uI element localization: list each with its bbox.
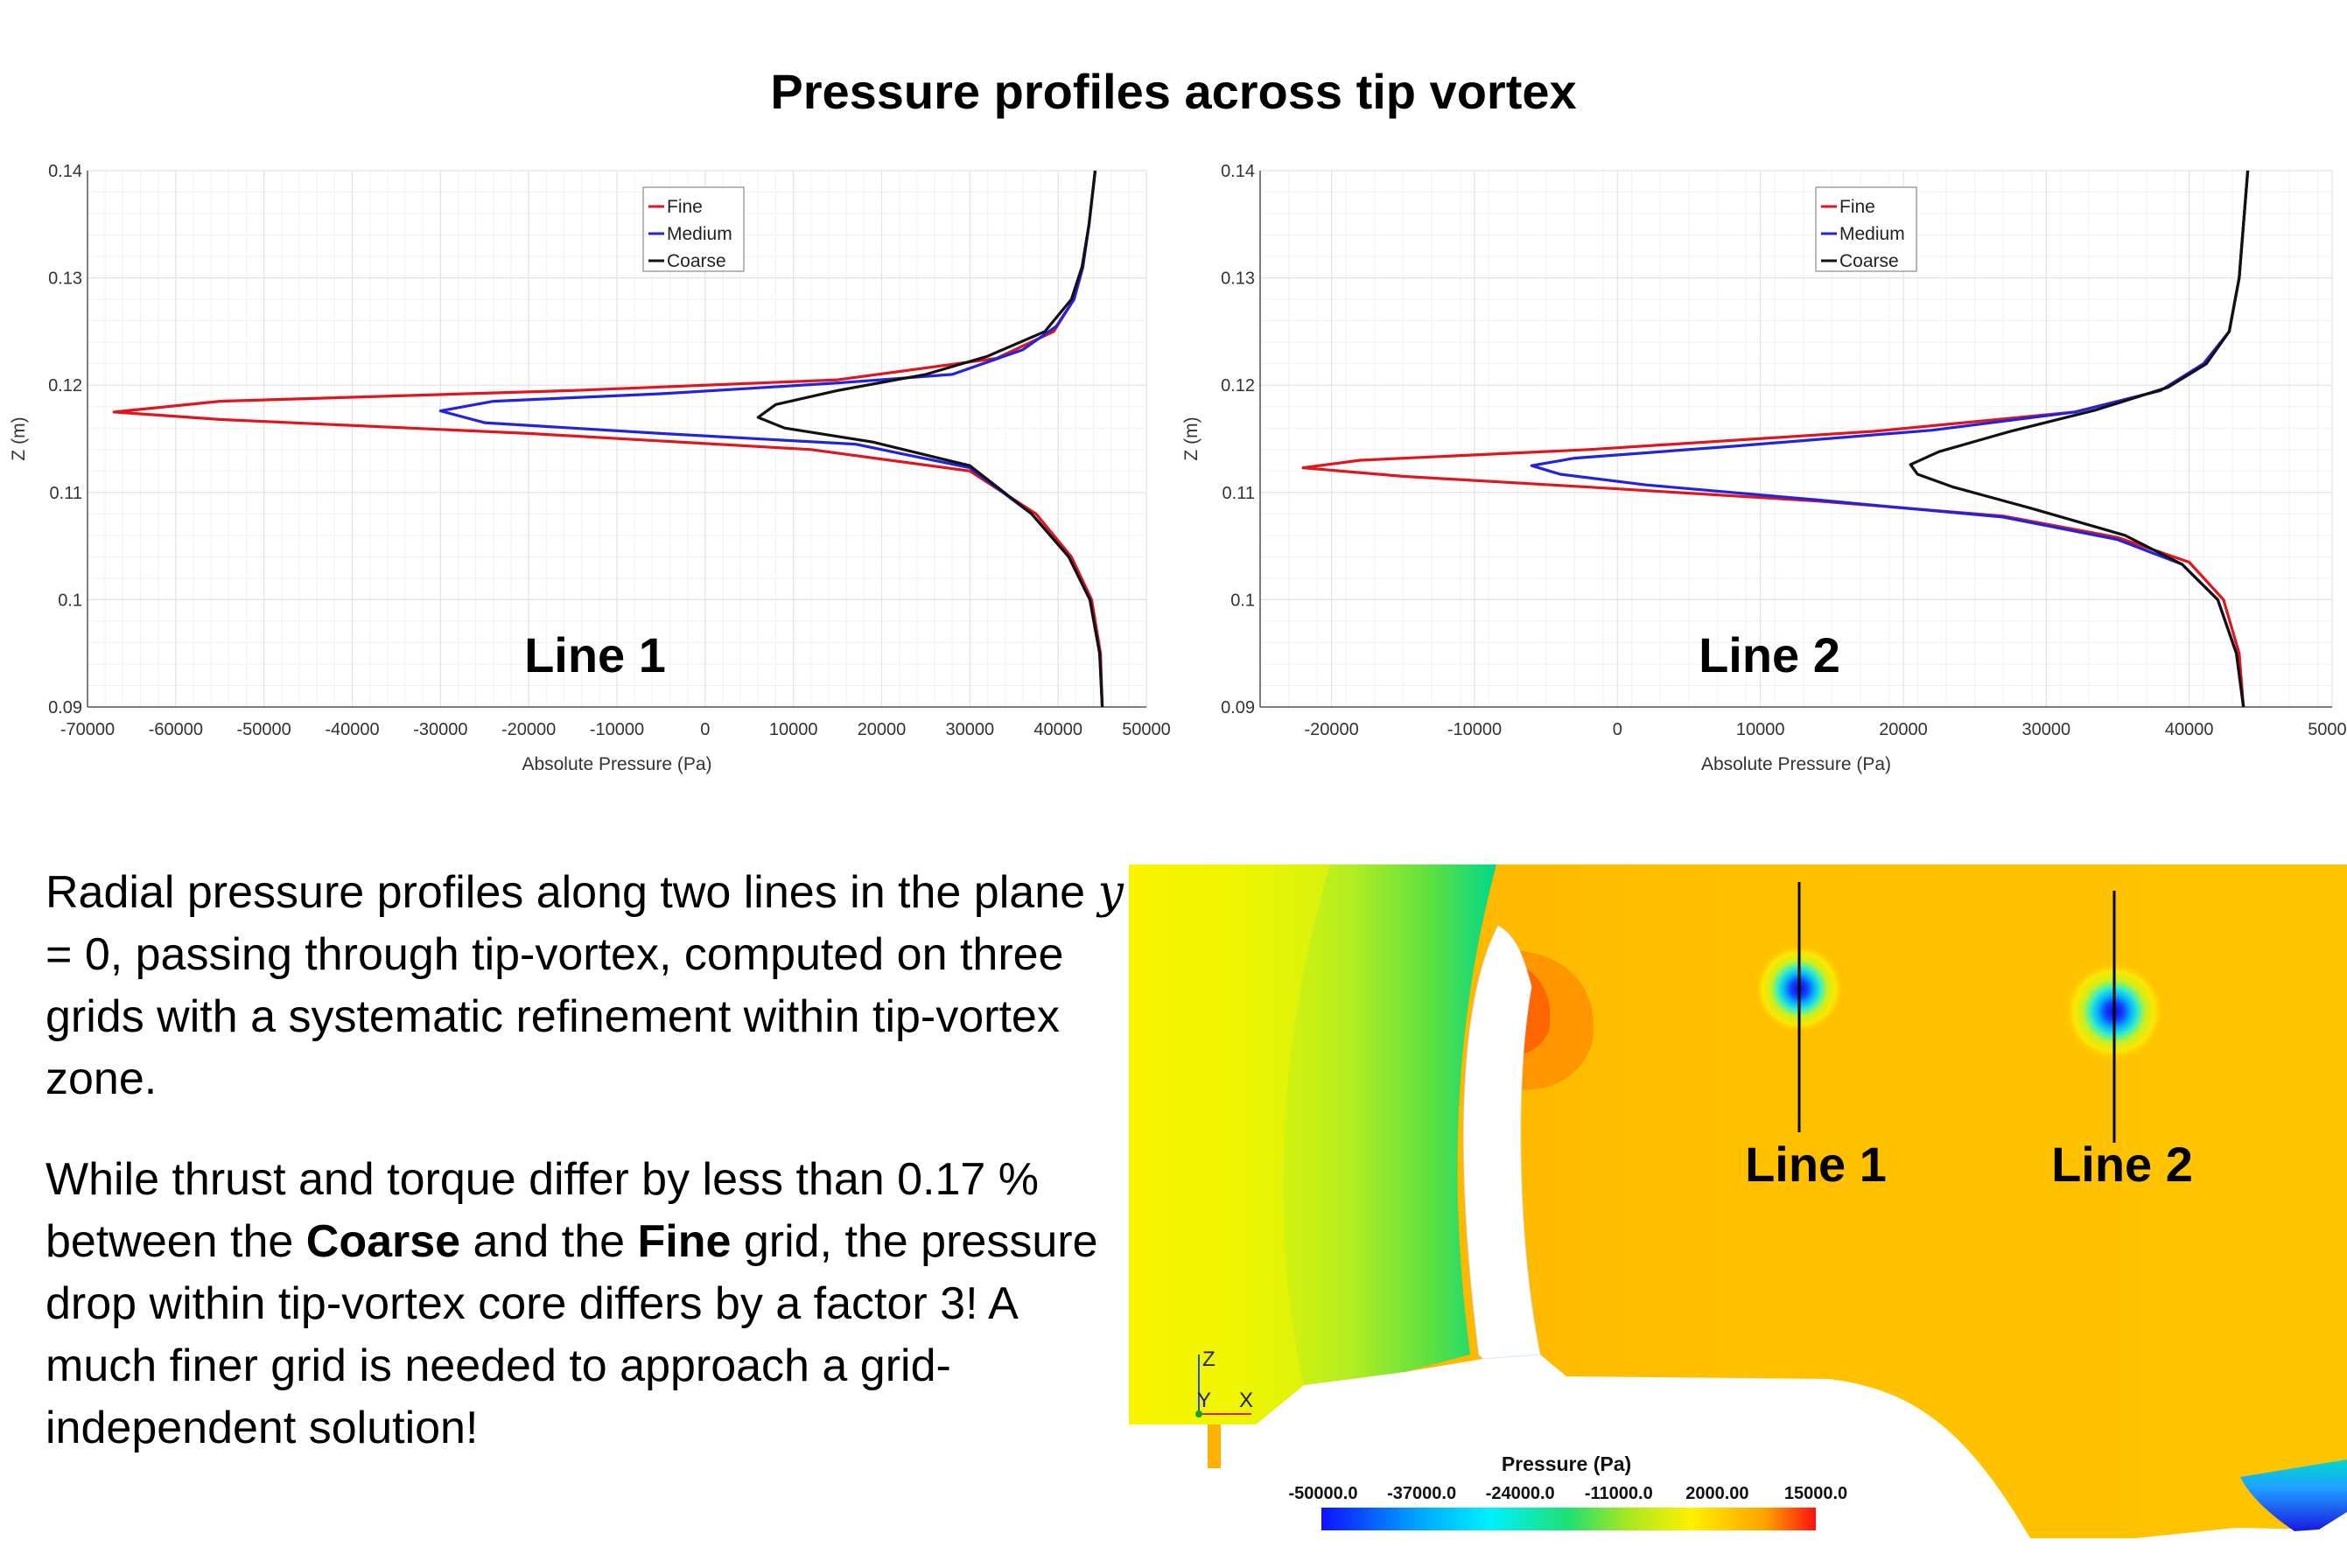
- y-tick-label: 0.11: [1223, 484, 1255, 503]
- legend-label-fine: Fine: [667, 197, 703, 217]
- x-tick-label: -40000: [325, 720, 379, 739]
- x-tick-label: 40000: [1033, 720, 1082, 739]
- colorbar-title: Pressure (Pa): [1502, 1452, 1631, 1475]
- y-tick-label: 0.1: [58, 591, 82, 610]
- x-tick-label: 10000: [1736, 720, 1785, 739]
- x-tick-label: -20000: [501, 720, 556, 739]
- slide-title: Pressure profiles across tip vortex: [770, 64, 1577, 119]
- x-tick-label: -10000: [1447, 720, 1502, 739]
- x-tick-label: 0: [1613, 720, 1622, 739]
- description-text: Radial pressure profiles along two lines…: [46, 862, 1131, 1498]
- y-tick-label: 0.13: [48, 270, 82, 289]
- hub-low-pressure-band: [2240, 1460, 2347, 1531]
- x-tick-label: -10000: [590, 720, 644, 739]
- x-tick-label: -70000: [60, 720, 115, 739]
- series-line-coarse: [1909, 170, 2250, 708]
- blade-section: [1463, 925, 1541, 1360]
- pressure-profile-plot-line1: -70000 -60000 -50000 -40000 -30000 -20000 -100…: [9, 162, 1171, 774]
- y-tick-label: 0.12: [48, 376, 82, 396]
- description-text-segment: grid, the pressure drop within tip-vorte…: [46, 1216, 1098, 1453]
- legend-box: [642, 186, 745, 272]
- y-tick-label: 0.09: [48, 698, 82, 718]
- y-tick-label: 0.09: [1221, 698, 1255, 718]
- plot-line-label: Line 2: [1699, 627, 1840, 682]
- y-tick-label: 0.14: [1221, 162, 1255, 181]
- x-tick-label: 20000: [1879, 720, 1928, 739]
- colorbar-tick-label: -24000.0: [1486, 1484, 1555, 1503]
- series-line-coarse: [756, 170, 1104, 708]
- x-tick-label: 10000: [769, 720, 818, 739]
- y-axis-title: Z (m): [1181, 416, 1202, 460]
- legend: Fine Medium Coarse: [642, 186, 745, 272]
- legend-label-coarse: Coarse: [667, 251, 726, 271]
- description-paragraph-2: While thrust and torque differ by less t…: [46, 1149, 1131, 1460]
- x-axis-title: Absolute Pressure (Pa): [522, 754, 711, 774]
- x-tick-label: 50000: [2308, 720, 2347, 739]
- axis-z-label: Z: [1202, 1348, 1216, 1371]
- legend-label-coarse: Coarse: [1839, 251, 1899, 271]
- legend-label-fine: Fine: [1839, 197, 1875, 217]
- description-text-segment: While thrust and torque differ by less t…: [46, 1154, 1040, 1267]
- pressure-contour-image: Line 1 Line 2 Z Y X Pressure (Pa) -50000…: [1129, 864, 2347, 1538]
- plot-line-label: Line 1: [524, 627, 666, 682]
- x-tick-label: 0: [700, 720, 710, 739]
- axis-x-label: X: [1239, 1389, 1253, 1412]
- description-text-segment: = 0, passing through tip-vortex, compute…: [46, 929, 1064, 1104]
- y-tick-label: 0.14: [48, 162, 82, 181]
- description-text-segment: and the: [460, 1216, 638, 1267]
- x-tick-label: -30000: [413, 720, 467, 739]
- colorbar-tick-label: -11000.0: [1585, 1484, 1653, 1503]
- y-tick-label: 0.12: [1221, 376, 1255, 396]
- description-paragraph-1: Radial pressure profiles along two lines…: [46, 862, 1131, 1110]
- axis-y-label: Y: [1197, 1389, 1211, 1412]
- math-variable-y: y: [1097, 866, 1124, 919]
- y-axis-title: Z (m): [9, 416, 29, 460]
- y-tick-label: 0.1: [1230, 591, 1255, 610]
- colorbar-tick-label: -37000.0: [1387, 1484, 1456, 1503]
- colorbar-tick-label: 15000.0: [1784, 1484, 1847, 1503]
- description-text-segment: Radial pressure profiles along two lines…: [46, 867, 1098, 918]
- colorbar: [1321, 1508, 1816, 1530]
- colorbar-tick-label: -50000.0: [1289, 1484, 1358, 1503]
- pressure-profile-plot-line2: -20000 -10000 0 10000 20000 30000 40000 50000 0.…: [1181, 162, 2347, 774]
- x-tick-label: 40000: [2165, 720, 2214, 739]
- x-tick-label: 30000: [946, 720, 995, 739]
- x-tick-label: -50000: [237, 720, 291, 739]
- x-tick-label: 50000: [1122, 720, 1171, 739]
- legend-label-medium: Medium: [1839, 224, 1905, 244]
- coarse-emphasis: Coarse: [305, 1216, 461, 1267]
- colorbar-tick-label: 2000.00: [1685, 1484, 1748, 1503]
- x-tick-label: 30000: [2022, 720, 2071, 739]
- y-tick-label: 0.11: [50, 484, 82, 503]
- x-tick-label: -60000: [149, 720, 203, 739]
- colorbar-tick-labels: -50000.0 -37000.0 -24000.0 -11000.0 2000.00 1…: [1289, 1484, 1848, 1503]
- legend-label-medium: Medium: [667, 224, 732, 244]
- y-tick-label: 0.13: [1221, 270, 1255, 289]
- line2-contour-label: Line 2: [2051, 1137, 2193, 1192]
- x-axis-title: Absolute Pressure (Pa): [1701, 754, 1891, 774]
- x-tick-label: -20000: [1305, 720, 1359, 739]
- axis-origin: [1195, 1410, 1202, 1418]
- x-tick-label: 20000: [858, 720, 907, 739]
- legend-box: [1815, 186, 1917, 272]
- legend: Fine Medium Coarse: [1815, 186, 1917, 272]
- fine-emphasis: Fine: [637, 1216, 732, 1267]
- line1-contour-label: Line 1: [1745, 1137, 1887, 1192]
